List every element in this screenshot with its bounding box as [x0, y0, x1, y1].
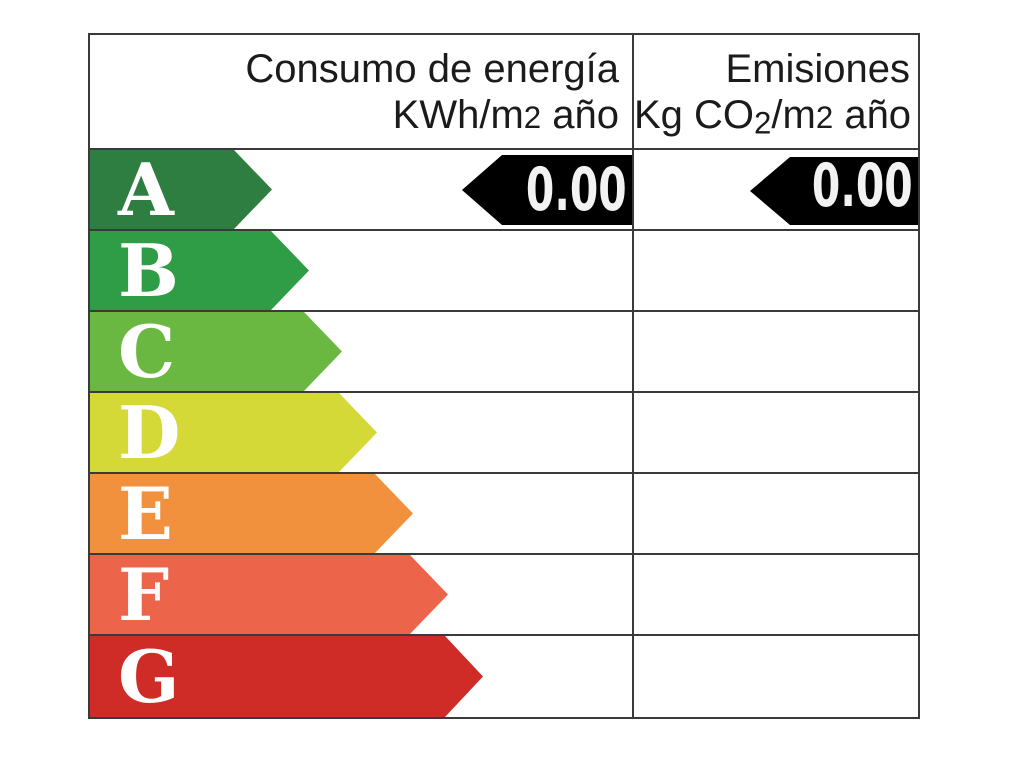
rating-row-e: E	[90, 474, 918, 555]
consumption-unit-suffix: año	[541, 93, 619, 137]
rating-bar-a: A	[90, 150, 272, 229]
rating-row-d: D	[90, 393, 918, 474]
emissions-header-units: Kg CO2/m2 año	[634, 92, 912, 147]
rating-row-b: B	[90, 231, 918, 312]
emissions-header: Emisiones Kg CO2/m2 año	[634, 35, 918, 148]
consumption-unit-exponent: 2	[523, 100, 542, 135]
column-divider	[632, 35, 634, 717]
emissions-value: 0.00	[811, 151, 913, 221]
rating-bar-c: C	[90, 312, 342, 391]
emissions-indicator-arrow: 0.00	[750, 157, 918, 225]
rating-letter-c: C	[118, 308, 176, 394]
rating-letter-a: A	[118, 146, 174, 232]
rating-rows: A 0.00 0.00 B C D	[90, 150, 918, 717]
emissions-unit-text: Kg CO	[634, 93, 755, 137]
rating-bar-e: E	[90, 474, 413, 553]
emissions-unit-subscript: 2	[754, 105, 772, 141]
rating-row-f: F	[90, 555, 918, 636]
rating-letter-g: G	[118, 633, 180, 719]
rating-bar-g: G	[90, 636, 483, 717]
rating-row-g: G	[90, 636, 918, 717]
emissions-unit-suffix: año	[833, 93, 912, 137]
consumption-header-units: KWh/m2 año	[90, 92, 619, 141]
emissions-unit-exponent: 2	[815, 100, 834, 135]
table-header: Consumo de energía KWh/m2 año Emisiones …	[90, 35, 918, 150]
consumption-value: 0.00	[525, 155, 627, 225]
emissions-header-title: Emisiones	[725, 47, 910, 91]
emissions-unit-mid: /m	[771, 93, 816, 137]
rating-letter-f: F	[118, 551, 170, 637]
consumption-header-title: Consumo de energía	[245, 47, 619, 91]
rating-bar-f: F	[90, 555, 448, 634]
rating-row-c: C	[90, 312, 918, 393]
consumption-header: Consumo de energía KWh/m2 año	[90, 35, 634, 148]
consumption-indicator-arrow: 0.00	[462, 155, 632, 225]
consumption-unit-text: KWh/m	[392, 93, 524, 137]
rating-letter-e: E	[118, 470, 173, 556]
rating-letter-b: B	[118, 227, 179, 313]
rating-letter-d: D	[118, 389, 181, 475]
rating-bar-b: B	[90, 231, 309, 310]
rating-table: Consumo de energía KWh/m2 año Emisiones …	[88, 33, 920, 719]
rating-row-a: A 0.00 0.00	[90, 150, 918, 231]
rating-bar-d: D	[90, 393, 377, 472]
